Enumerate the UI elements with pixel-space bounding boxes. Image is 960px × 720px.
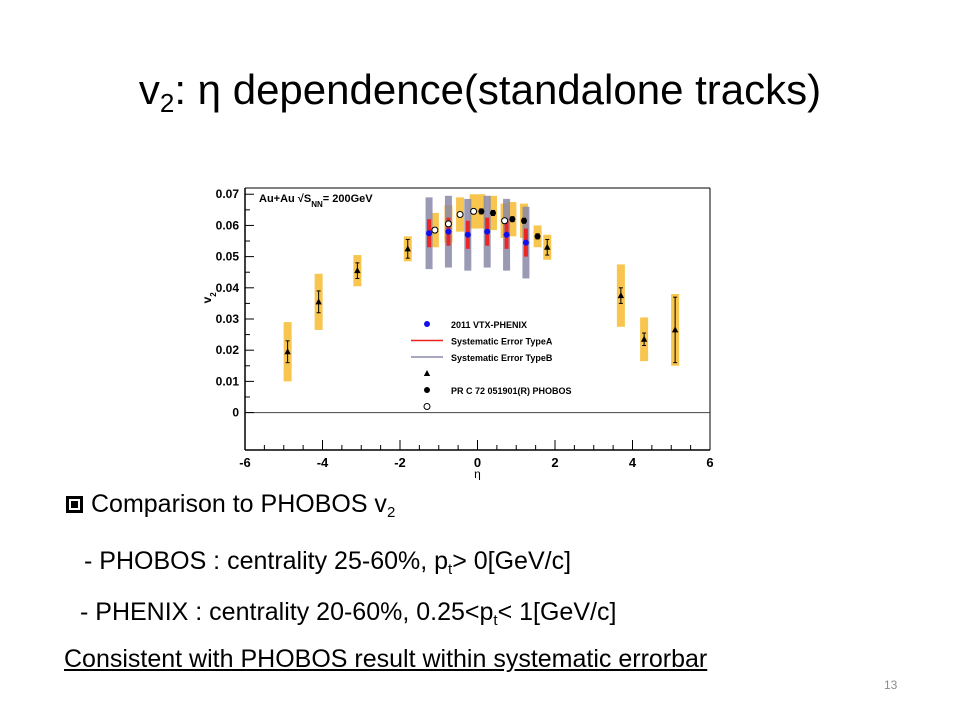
vtx-phenix-point [522, 239, 529, 246]
legend-open-circle [423, 403, 431, 410]
x-tick-label: 2 [551, 455, 558, 470]
vtx-phenix-point [445, 228, 452, 235]
phobos-filled-circle-point [521, 217, 527, 224]
legend-entry [423, 403, 431, 410]
phobos-open-circle-point [444, 220, 452, 228]
x-tick-label: -2 [394, 455, 406, 470]
legend-entry: PR C 72 051901(R) PHOBOS [424, 386, 572, 396]
title-subscript: 2 [159, 88, 175, 118]
legend-entry: Systematic Error TypeA [411, 337, 553, 347]
bullet-comparison: Comparison to PHOBOS v2 [66, 486, 395, 531]
phobos-triangle-point [284, 348, 291, 355]
page-title: v2: η dependence(standalone tracks) [138, 66, 822, 118]
phobos-filled-circle-point [478, 208, 485, 215]
vtx-phenix-point [484, 228, 491, 235]
x-tick-label: 4 [629, 455, 637, 470]
phobos-open-circle-point [456, 211, 464, 219]
phobos-triangle-point [617, 292, 625, 299]
legend-entry: Systematic Error TypeB [411, 353, 553, 363]
legend-label: PR C 72 051901(R) PHOBOS [451, 386, 572, 396]
x-tick-label: 0 [474, 455, 481, 470]
phenix-line: - PHENIX : centrality 20-60%, 0.25<pt< 1… [80, 598, 617, 629]
phobos-filled-circle-point [534, 233, 541, 240]
phobos-triangle-point [404, 245, 411, 252]
phobos-filled-circle-point [509, 216, 516, 223]
phobos-open-circle-point [470, 207, 478, 215]
v2-eta-chart: 0 0.01 0.02 0.03 0.04 0.05 0.06 0.07 -6 -4 -2 0 2 4 6 η… [200, 187, 714, 480]
phobos-open-circle-point [431, 226, 439, 234]
y-tick-label: 0 [232, 406, 239, 420]
phobos-filled-circle-point [490, 209, 496, 216]
legend-label: Systematic Error TypeB [451, 353, 553, 363]
page-number: 13 [884, 678, 898, 692]
phobos-triangle-point [640, 335, 648, 342]
legend-label: 2011 VTX-PHENIX [451, 320, 527, 330]
legend-filled-circle [424, 387, 430, 393]
legend-entry: 2011 VTX-PHENIX [424, 320, 527, 330]
y-tick-label: 0.07 [216, 187, 240, 201]
x-tick-label: 6 [706, 455, 713, 470]
phobos-open-circle-point [501, 217, 509, 225]
x-tick-label: -6 [239, 455, 251, 470]
phobos-triangle-point [671, 326, 679, 333]
legend-label: Systematic Error TypeA [451, 337, 553, 347]
phobos-triangle-point [544, 243, 551, 250]
y-tick-label: 0.04 [216, 281, 240, 295]
y-tick-label: 0.03 [216, 312, 240, 326]
x-axis-label: η [474, 467, 481, 480]
y-tick-label: 0.05 [216, 250, 240, 264]
legend-triangle [423, 370, 431, 376]
vtx-phenix-point [426, 230, 433, 237]
phobos-triangle-point [315, 298, 322, 305]
vtx-phenix-point [464, 231, 471, 238]
y-tick-label: 0.01 [216, 374, 240, 388]
x-tick-label: -4 [317, 455, 329, 470]
legend-blue-dot [424, 321, 430, 327]
y-tick-label: 0.06 [216, 218, 240, 232]
phobos-line: - PHOBOS : centrality 25-60%, pt> 0[GeV/… [84, 547, 572, 578]
phobos-triangle-point [354, 267, 361, 274]
energy-annotation: Au+Au √SNN= 200GeV [259, 193, 373, 209]
y-axis-label: v2 [200, 292, 218, 304]
legend-entry [423, 370, 431, 376]
bullet-square-icon [66, 496, 83, 513]
vtx-phenix-point [503, 231, 510, 238]
y-tick-label: 0.02 [216, 343, 240, 357]
conclusion-text: Consistent with PHOBOS result within sys… [64, 645, 708, 673]
